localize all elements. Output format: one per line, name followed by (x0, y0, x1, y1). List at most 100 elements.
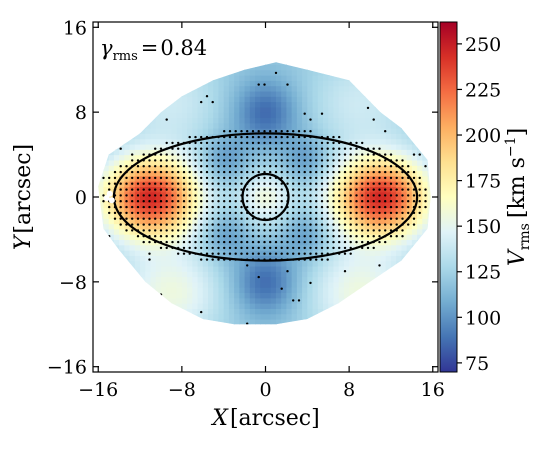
bin-center (297, 200, 301, 203)
velocity-cell (213, 64, 220, 71)
velocity-cell (202, 191, 209, 198)
bin-center (188, 182, 191, 185)
velocity-cell (286, 181, 293, 187)
velocity-cell (187, 112, 193, 119)
bin-center (205, 176, 209, 180)
bin-center (263, 211, 266, 215)
velocity-cell (265, 175, 272, 182)
velocity-cell (328, 90, 335, 97)
velocity-cell (218, 197, 225, 203)
velocity-cell (385, 281, 392, 288)
velocity-cell (401, 143, 408, 150)
bin-center (182, 182, 186, 185)
velocity-cell (108, 101, 115, 108)
velocity-cell (255, 223, 261, 230)
bin-center (389, 235, 393, 238)
velocity-cell (156, 330, 162, 336)
bin-center (274, 159, 278, 162)
velocity-cell (213, 80, 220, 87)
velocity-cell (249, 287, 256, 294)
velocity-cell (218, 80, 225, 87)
velocity-cell (176, 292, 183, 299)
velocity-cell (160, 313, 167, 320)
velocity-cell (385, 90, 392, 97)
velocity-cell (160, 250, 167, 256)
velocity-cell (328, 255, 335, 262)
velocity-cell (134, 207, 141, 214)
bin-center (372, 200, 375, 203)
velocity-cell (390, 138, 397, 145)
velocity-cell (208, 101, 214, 108)
velocity-cell (140, 159, 146, 166)
velocity-cell (286, 330, 292, 336)
velocity-cell (213, 303, 220, 309)
velocity-cell (113, 255, 120, 262)
bin-center (200, 194, 203, 197)
bin-center (355, 217, 358, 220)
velocity-cell (275, 260, 282, 267)
velocity-cell (312, 62, 319, 66)
velocity-cell (427, 244, 431, 251)
velocity-cell (291, 244, 298, 251)
velocity-cell (228, 260, 235, 267)
velocity-cell (103, 170, 110, 177)
bin-center (125, 229, 128, 232)
velocity-cell (213, 149, 220, 156)
velocity-cell (145, 303, 152, 309)
velocity-cell (354, 324, 361, 325)
bin-center (297, 217, 301, 220)
velocity-cell (364, 318, 371, 325)
bin-center (228, 205, 232, 209)
velocity-cell (166, 255, 173, 262)
velocity-cell (302, 170, 308, 177)
velocity-cell (145, 335, 151, 341)
velocity-cell (234, 218, 240, 225)
velocity-cell (302, 138, 308, 145)
velocity-cell (119, 90, 125, 97)
velocity-cell (370, 170, 376, 177)
velocity-cell (98, 128, 105, 134)
bin-center (200, 246, 203, 250)
bin-center (211, 246, 214, 250)
bin-center (177, 141, 180, 145)
velocity-cell (354, 265, 361, 272)
velocity-cell (328, 186, 335, 193)
velocity-cell (208, 212, 214, 219)
bin-center (292, 217, 295, 220)
velocity-cell (224, 335, 230, 341)
velocity-cell (160, 96, 167, 103)
bin-center (269, 165, 272, 168)
velocity-cell (134, 138, 141, 145)
bin-center (246, 165, 249, 168)
velocity-cell (338, 170, 345, 177)
velocity-cell (422, 138, 429, 145)
bin-center (315, 194, 318, 197)
velocity-cell (323, 175, 329, 182)
bin-center (228, 223, 232, 226)
velocity-cell (291, 260, 298, 267)
bin-center (355, 310, 358, 314)
velocity-cell (213, 324, 220, 325)
velocity-cell (354, 165, 361, 172)
velocity-cell (98, 207, 105, 214)
velocity-cell (349, 85, 355, 92)
velocity-cell (155, 197, 162, 203)
bin-center (228, 246, 232, 250)
velocity-cell (134, 128, 141, 134)
velocity-cell (166, 276, 173, 283)
velocity-cell (119, 218, 125, 225)
velocity-cell (150, 159, 157, 166)
bin-center (251, 182, 255, 185)
bin-center (188, 235, 191, 238)
velocity-cell (396, 303, 403, 309)
velocity-cell (98, 181, 99, 187)
velocity-cell (119, 96, 125, 103)
velocity-cell (338, 239, 345, 246)
velocity-cell (270, 75, 277, 81)
velocity-cell (176, 228, 183, 235)
bin-center (188, 159, 191, 162)
bin-center (389, 182, 393, 185)
bin-center (159, 246, 163, 250)
velocity-cell (323, 85, 329, 92)
velocity-cell (192, 271, 199, 278)
